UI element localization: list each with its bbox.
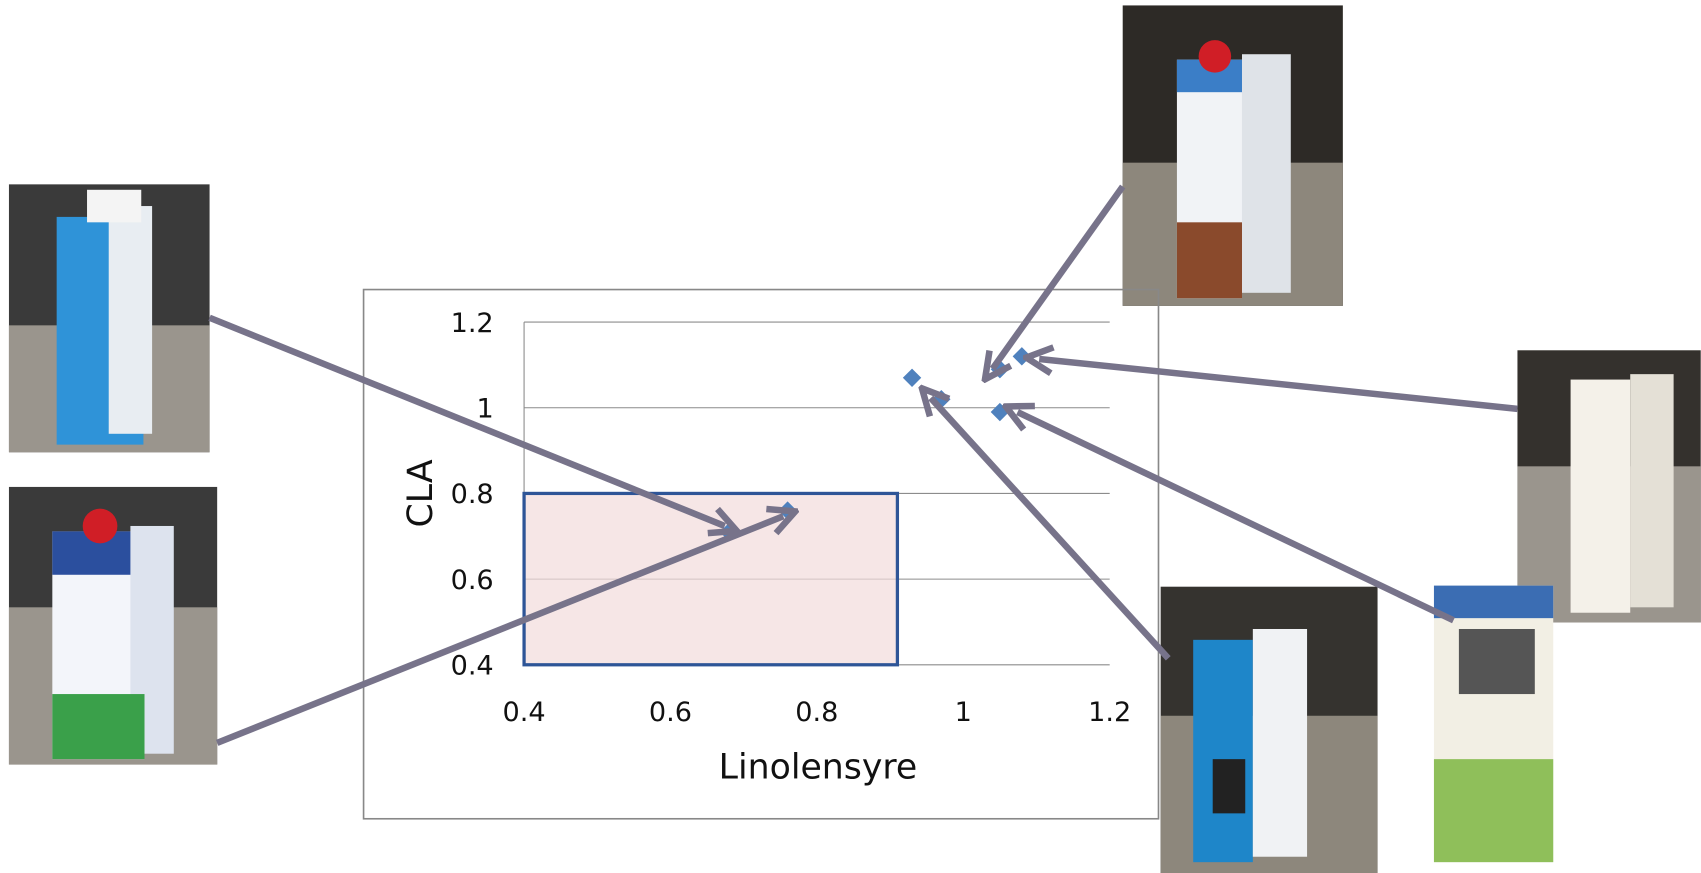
y-tick-label: 1.2 bbox=[451, 308, 494, 339]
y-axis-title: CLA bbox=[401, 459, 441, 527]
slide: 0.4 0.6 0.8 1 1.2 0.4 0.6 0.8 1 1.2 Linolensyre C… bbox=[0, 0, 1701, 873]
x-tick-label: 0.6 bbox=[649, 697, 692, 728]
carton-photo bbox=[1434, 586, 1553, 863]
y-tick-label: 0.6 bbox=[451, 565, 494, 596]
x-tick-label: 0.4 bbox=[503, 697, 546, 728]
x-tick-label: 1.2 bbox=[1088, 697, 1131, 728]
photos bbox=[9, 5, 1701, 873]
x-axis-title: Linolensyre bbox=[719, 748, 918, 788]
data-point bbox=[1013, 347, 1031, 365]
arrow bbox=[931, 398, 1168, 658]
x-tick-label: 0.8 bbox=[795, 697, 838, 728]
carton-photo bbox=[1161, 587, 1378, 873]
carton-photo bbox=[9, 184, 210, 452]
carton-photo bbox=[1517, 350, 1700, 622]
x-tick-label: 1 bbox=[955, 697, 972, 728]
plot: 0.4 0.6 0.8 1 1.2 0.4 0.6 0.8 1 1.2 bbox=[451, 308, 1132, 728]
arrow bbox=[1039, 359, 1517, 409]
carton-photo bbox=[1123, 5, 1343, 305]
data-point bbox=[991, 403, 1009, 421]
y-tick-label: 1 bbox=[476, 394, 493, 425]
y-tick-label: 0.8 bbox=[451, 479, 494, 510]
arrow bbox=[993, 187, 1123, 369]
page: {"chart_data":{"type":"scatter","xlabel"… bbox=[0, 0, 1701, 873]
data-point bbox=[903, 369, 921, 387]
y-tick-label: 0.4 bbox=[451, 651, 494, 682]
carton-photo bbox=[9, 487, 217, 765]
